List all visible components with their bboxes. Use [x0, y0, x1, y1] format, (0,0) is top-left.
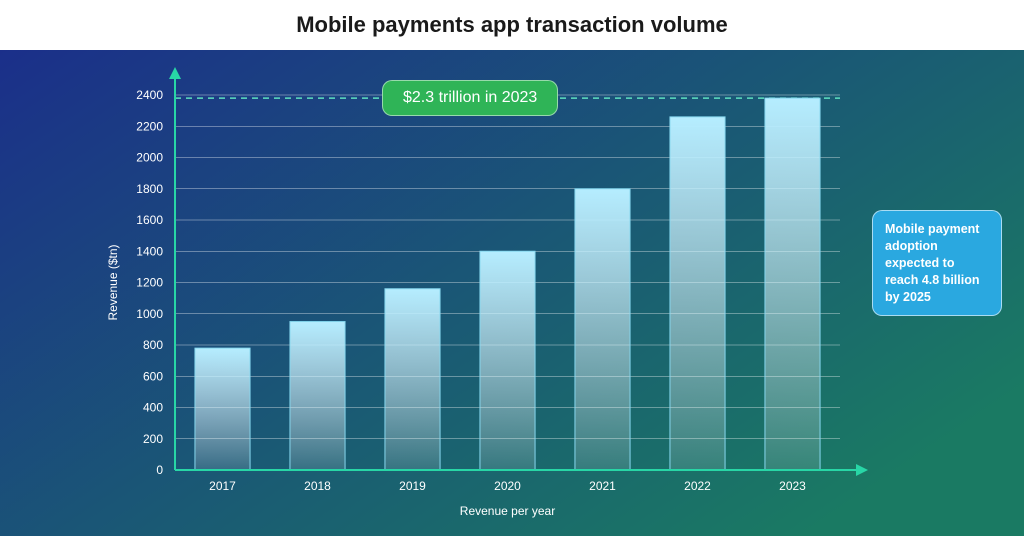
annotation-text: $2.3 trillion in 2023	[403, 89, 537, 106]
x-axis-label: Revenue per year	[460, 504, 555, 518]
bar-chart: 0 200 400 600 800 1000 1200 1400 1600 1800 2000 220…	[0, 50, 1024, 536]
callout-box: Mobile payment adoption expected to reac…	[872, 210, 1002, 316]
x-tick-label: 2019	[399, 479, 426, 493]
y-tick-label: 2400	[136, 88, 163, 102]
y-tick-label: 2200	[136, 119, 163, 133]
y-tick-label: 1800	[136, 182, 163, 196]
x-tick-label: 2020	[494, 479, 521, 493]
y-tick-label: 800	[143, 338, 163, 352]
header: Mobile payments app transaction volume	[0, 0, 1024, 50]
chart-area: 0 200 400 600 800 1000 1200 1400 1600 1800 2000 220…	[0, 50, 1024, 536]
y-tick-label: 200	[143, 432, 163, 446]
y-tick-label: 1000	[136, 307, 163, 321]
y-tick-label: 1200	[136, 276, 163, 290]
bar	[670, 117, 725, 470]
bar	[290, 322, 345, 470]
y-tick-label: 0	[156, 463, 163, 477]
annotation-badge: $2.3 trillion in 2023	[382, 80, 558, 116]
x-tick-label: 2022	[684, 479, 711, 493]
bar	[195, 348, 250, 470]
bar	[480, 251, 535, 470]
y-tick-label: 2000	[136, 151, 163, 165]
bar	[575, 189, 630, 470]
y-tick-label: 1400	[136, 244, 163, 258]
y-tick-label: 400	[143, 401, 163, 415]
x-tick-label: 2021	[589, 479, 616, 493]
x-tick-label: 2023	[779, 479, 806, 493]
y-tick-label: 1600	[136, 213, 163, 227]
page-title: Mobile payments app transaction volume	[296, 12, 728, 38]
y-tick-label: 600	[143, 369, 163, 383]
bar	[765, 98, 820, 470]
y-axis-label: Revenue ($tn)	[106, 244, 120, 320]
x-tick-label: 2017	[209, 479, 236, 493]
bar	[385, 289, 440, 470]
callout-text: Mobile payment adoption expected to reac…	[885, 222, 979, 304]
x-tick-label: 2018	[304, 479, 331, 493]
